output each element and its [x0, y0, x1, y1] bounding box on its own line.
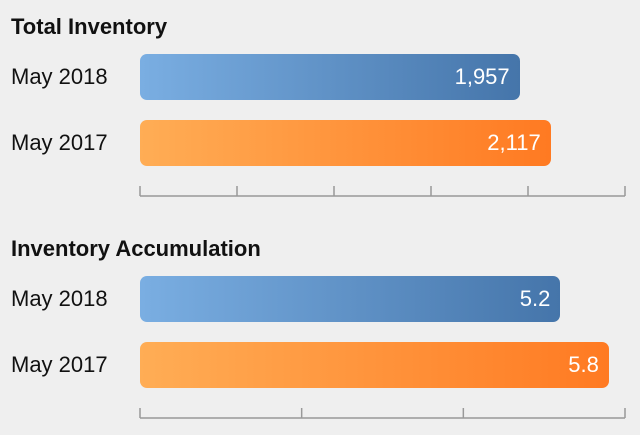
x-axis: [139, 186, 626, 197]
data-label: 2,117: [487, 130, 541, 155]
x-axis: [139, 408, 626, 419]
bar: 2,117: [140, 120, 551, 166]
data-label: 5.2: [519, 286, 551, 311]
category-label: May 2018: [11, 286, 108, 311]
category-label: May 2017: [11, 130, 108, 155]
chart-title: Total Inventory: [11, 14, 168, 39]
data-label: 5.8: [568, 352, 599, 377]
category-label: May 2018: [11, 64, 108, 89]
bar: 5.8: [140, 342, 609, 388]
bar: 1,957: [140, 54, 520, 100]
category-label: May 2017: [11, 352, 108, 377]
bar: 5.2: [140, 276, 561, 322]
data-label: 1,957: [454, 64, 510, 89]
chart-title: Inventory Accumulation: [11, 236, 261, 261]
